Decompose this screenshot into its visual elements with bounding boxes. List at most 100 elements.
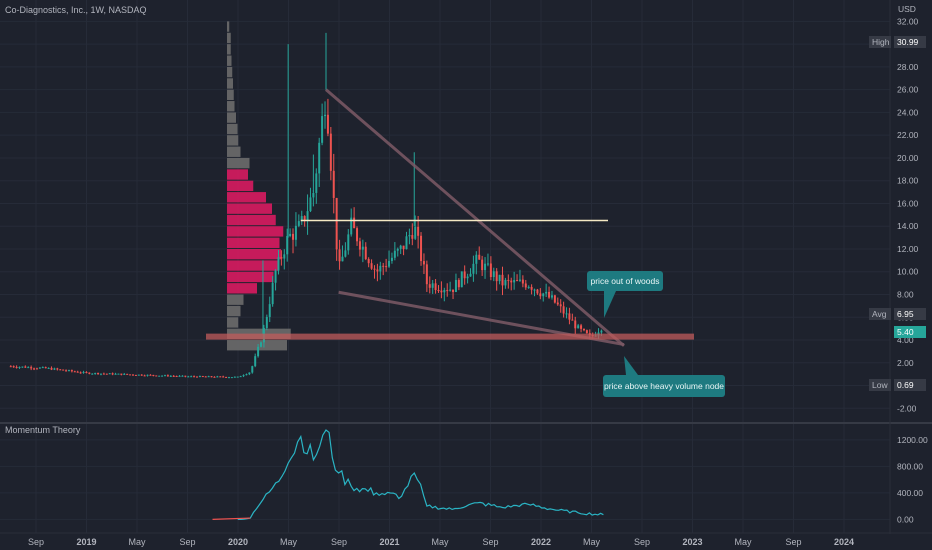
candle-body xyxy=(257,346,260,357)
candle-body xyxy=(388,260,391,267)
candle-body xyxy=(129,374,132,376)
candle-body xyxy=(332,170,335,198)
candle-body xyxy=(396,248,399,251)
candle-body xyxy=(562,306,565,314)
candle-body xyxy=(120,373,123,375)
volume-profile-bar xyxy=(227,260,278,271)
candle-body xyxy=(175,376,178,378)
candle-body xyxy=(108,373,111,375)
candle-body xyxy=(126,373,129,375)
time-tick-label: Sep xyxy=(482,537,498,547)
candle-body xyxy=(117,373,120,375)
candle-body xyxy=(353,217,356,229)
candle-body xyxy=(265,316,268,329)
candle-body xyxy=(565,313,568,315)
price-tick-label: 26.00 xyxy=(897,85,919,95)
candle-body xyxy=(216,376,219,378)
candle-body xyxy=(91,373,94,375)
price-tick-label: 14.00 xyxy=(897,221,919,231)
candle-body xyxy=(123,373,126,375)
time-tick-label: May xyxy=(280,537,298,547)
price-tick-label: 10.00 xyxy=(897,267,919,277)
candle-body xyxy=(306,211,309,221)
candle-body xyxy=(251,366,254,373)
candle-body xyxy=(228,377,231,379)
candle-body xyxy=(582,328,585,331)
drawings: price out of woods price above heavy volu… xyxy=(206,88,725,397)
candle-body xyxy=(431,283,434,288)
last-price-value: 5.40 xyxy=(897,327,914,337)
candle-body xyxy=(187,376,190,378)
low-price-value: 0.69 xyxy=(897,380,914,390)
volume-profile-bar xyxy=(227,294,244,305)
candle-body xyxy=(169,375,172,377)
candle-body xyxy=(21,366,24,368)
candle-body xyxy=(195,376,198,378)
candle-body xyxy=(213,376,216,378)
candle-body xyxy=(274,270,277,283)
candle-body xyxy=(292,233,295,240)
candle-body xyxy=(97,372,100,375)
candle-body xyxy=(149,374,152,376)
candle-body xyxy=(114,373,117,375)
volume-profile-bar xyxy=(227,21,230,32)
wedge-upper-trendline xyxy=(325,88,625,347)
indicator-tick-label: 0.00 xyxy=(897,514,914,524)
time-tick-label: 2021 xyxy=(379,537,399,547)
candle-body xyxy=(289,233,292,236)
candle-body xyxy=(239,376,242,378)
candle-body xyxy=(33,368,36,370)
candle-body xyxy=(472,263,475,274)
candle-body xyxy=(59,369,62,371)
callout-heavy-volume-node-box xyxy=(603,375,725,397)
candle-body xyxy=(326,114,329,134)
candle-body xyxy=(527,286,530,288)
volume-profile-bar xyxy=(227,271,274,283)
price-tick-label: 24.00 xyxy=(897,107,919,117)
candle-body xyxy=(88,372,91,374)
candle-body xyxy=(518,279,521,281)
candle-body xyxy=(469,273,472,277)
time-tick-label: Sep xyxy=(179,537,195,547)
candle-body xyxy=(15,366,18,368)
candle-body xyxy=(481,259,484,271)
candle-body xyxy=(140,374,143,376)
candle-body xyxy=(510,280,513,283)
candle-body xyxy=(580,325,583,329)
candle-body xyxy=(277,257,280,271)
candle-body xyxy=(225,376,228,378)
candle-body xyxy=(335,197,338,250)
candle-body xyxy=(315,173,318,193)
candle-body xyxy=(158,375,161,377)
candle-body xyxy=(449,289,452,291)
candle-body xyxy=(245,374,248,376)
candle-body xyxy=(198,376,201,378)
volume-profile-bar xyxy=(227,44,231,55)
candle-body xyxy=(568,313,571,320)
candle-body xyxy=(67,370,70,372)
candle-body xyxy=(65,370,68,372)
low-price-value-bg xyxy=(894,379,926,391)
candle-body xyxy=(297,221,300,226)
candle-body xyxy=(111,373,114,375)
volume-profile-bar xyxy=(227,203,272,214)
avg-price-value: 6.95 xyxy=(897,309,914,319)
candle-body xyxy=(574,320,577,329)
indicator-tick-label: 400.00 xyxy=(897,488,923,498)
candle-body xyxy=(271,282,274,305)
candle-body xyxy=(539,293,542,297)
time-tick-label: Sep xyxy=(634,537,650,547)
volume-profile-bar xyxy=(227,214,276,226)
candle-body xyxy=(379,265,382,272)
low-price-label: Low xyxy=(872,380,888,390)
candle-body xyxy=(41,367,44,369)
callout-out-of-woods-box xyxy=(587,271,663,291)
volume-profile-bar xyxy=(227,237,280,248)
candle-body xyxy=(286,235,289,255)
candle-body xyxy=(452,289,455,293)
candle-body xyxy=(137,374,140,376)
candle-body xyxy=(12,366,15,368)
candle-body xyxy=(230,377,233,379)
volume-profile-bar xyxy=(227,192,266,203)
